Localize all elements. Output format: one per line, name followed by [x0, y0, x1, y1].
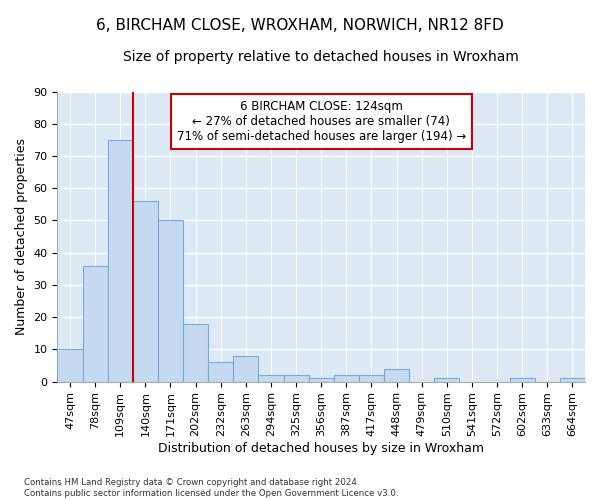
Bar	[308, 378, 334, 382]
Bar	[83, 266, 107, 382]
Bar	[560, 378, 585, 382]
Title: Size of property relative to detached houses in Wroxham: Size of property relative to detached ho…	[123, 50, 519, 64]
Bar	[107, 140, 133, 382]
Bar	[509, 378, 535, 382]
Bar	[359, 375, 384, 382]
Y-axis label: Number of detached properties: Number of detached properties	[15, 138, 28, 335]
Bar	[384, 368, 409, 382]
Bar	[233, 356, 259, 382]
Bar	[183, 324, 208, 382]
Bar	[58, 350, 83, 382]
Bar	[284, 375, 308, 382]
Text: 6, BIRCHAM CLOSE, WROXHAM, NORWICH, NR12 8FD: 6, BIRCHAM CLOSE, WROXHAM, NORWICH, NR12…	[96, 18, 504, 32]
Bar	[434, 378, 460, 382]
Text: 6 BIRCHAM CLOSE: 124sqm
← 27% of detached houses are smaller (74)
71% of semi-de: 6 BIRCHAM CLOSE: 124sqm ← 27% of detache…	[176, 100, 466, 144]
Bar	[208, 362, 233, 382]
Bar	[259, 375, 284, 382]
Bar	[334, 375, 359, 382]
Bar	[133, 201, 158, 382]
Text: Contains HM Land Registry data © Crown copyright and database right 2024.
Contai: Contains HM Land Registry data © Crown c…	[24, 478, 398, 498]
Bar	[158, 220, 183, 382]
X-axis label: Distribution of detached houses by size in Wroxham: Distribution of detached houses by size …	[158, 442, 484, 455]
